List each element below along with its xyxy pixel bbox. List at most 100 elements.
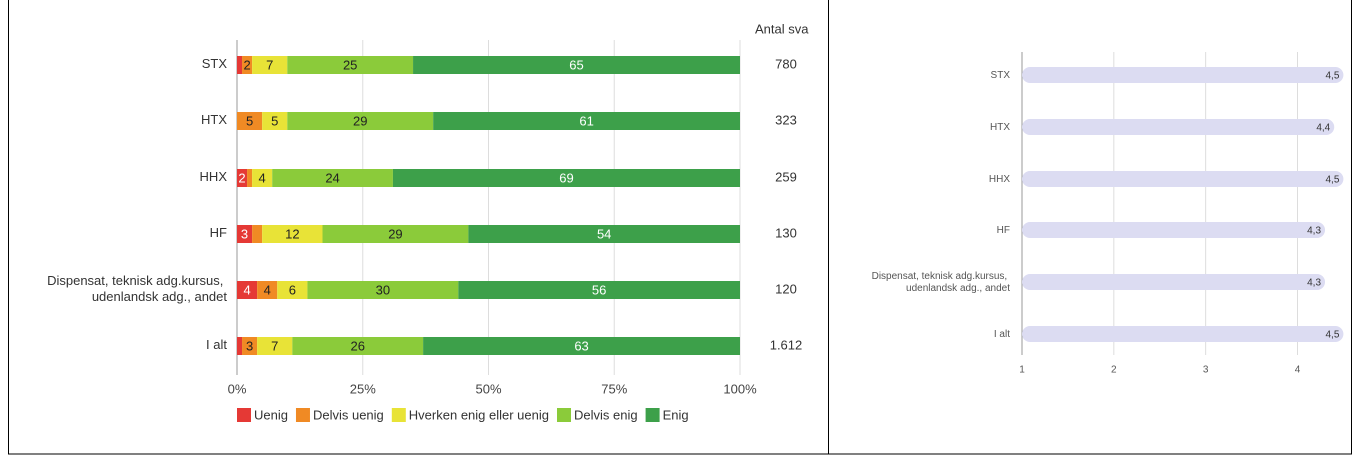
bar-segment: [292, 337, 424, 355]
y-tick-label: Dispensat, teknisk adg.kursus, udenlands…: [47, 273, 227, 304]
y-tick-label: STX: [202, 56, 228, 71]
data-label: 4,5: [1326, 71, 1340, 82]
data-label: 7: [266, 57, 273, 72]
data-label: 4: [243, 282, 250, 297]
y-tick-label: HF: [210, 225, 227, 240]
bar: [1022, 274, 1326, 290]
bar-segment: [237, 281, 258, 299]
data-label: 26: [350, 338, 364, 353]
bar-segment: [257, 337, 293, 355]
data-label: 4,5: [1326, 330, 1340, 341]
data-label: 25: [343, 57, 357, 72]
count-value: 1.612: [770, 337, 803, 352]
count-value: 130: [775, 225, 797, 240]
bar-segment: [413, 56, 740, 74]
bar: [1022, 326, 1344, 342]
legend-label: Delvis enig: [574, 407, 638, 422]
bar-segment: [242, 337, 258, 355]
bar-segment: [237, 112, 263, 130]
legend-label: Enig: [663, 407, 689, 422]
bar-segment: [257, 281, 278, 299]
legend-swatch: [645, 408, 660, 422]
bar-segment: [392, 169, 740, 187]
bar-segment: [468, 225, 740, 243]
count-value: 120: [775, 281, 797, 296]
count-value: 780: [775, 56, 797, 71]
x-tick-label: 0%: [228, 381, 247, 396]
x-tick-label: 3: [1203, 365, 1209, 376]
y-tick-label: HHX: [200, 169, 228, 184]
bar-segment: [287, 112, 434, 130]
data-label: 3: [241, 226, 248, 241]
bar-segment: [252, 56, 288, 74]
count-value: 323: [775, 112, 797, 127]
bar-segment: [252, 169, 273, 187]
x-tick-label: 100%: [723, 381, 757, 396]
data-label: 4,5: [1326, 175, 1340, 186]
x-tick-label: 1: [1019, 365, 1025, 376]
y-tick-label: STX: [991, 70, 1011, 81]
x-tick-label: 2: [1111, 365, 1117, 376]
data-label: 69: [559, 170, 573, 185]
data-label: 5: [271, 113, 278, 128]
bar-segment: [237, 169, 248, 187]
data-label: 65: [569, 57, 583, 72]
legend-swatch: [557, 408, 571, 422]
bar: [1022, 222, 1326, 238]
data-label: 24: [325, 170, 339, 185]
legend-swatch: [237, 408, 251, 422]
legend-swatch: [391, 408, 406, 422]
data-label: 29: [353, 113, 367, 128]
data-label: 4,4: [1316, 123, 1330, 134]
bar-segment: [307, 281, 459, 299]
y-tick-label: HTX: [201, 112, 227, 127]
data-label: 61: [579, 113, 593, 128]
data-label: 4: [259, 170, 266, 185]
y-tick-label: I alt: [206, 337, 227, 352]
data-label: 12: [285, 226, 299, 241]
data-label: 3: [246, 338, 253, 353]
bar-segment: [277, 281, 308, 299]
bar-segment: [322, 225, 469, 243]
count-header: Antal sva: [755, 21, 809, 36]
data-label: 56: [592, 282, 606, 297]
bar-segment: [458, 281, 740, 299]
y-tick-label: HHX: [989, 174, 1010, 185]
bar-segment: [287, 56, 414, 74]
y-tick-label: HTX: [990, 122, 1010, 133]
bar-segment: [242, 56, 253, 74]
data-label: 2: [243, 57, 250, 72]
data-label: 7: [271, 338, 278, 353]
bar-segment: [272, 169, 393, 187]
data-label: 2: [238, 170, 245, 185]
data-label: 6: [289, 282, 296, 297]
y-tick-label: HF: [997, 225, 1010, 236]
x-tick-label: 25%: [350, 381, 376, 396]
x-tick-label: 75%: [601, 381, 627, 396]
data-label: 5: [246, 113, 253, 128]
bar-segment: [237, 337, 243, 355]
bar-segment: [433, 112, 740, 130]
bar: [1022, 119, 1335, 135]
bar-segment: [262, 225, 323, 243]
legend-label: Hverken enig eller uenig: [409, 407, 549, 422]
y-tick-label: I alt: [994, 329, 1010, 340]
legend-label: Delvis uenig: [313, 407, 384, 422]
bar-segment: [237, 225, 253, 243]
right-panel: [828, 0, 1352, 455]
bar-segment: [237, 56, 243, 74]
data-label: 54: [597, 226, 611, 241]
bar: [1022, 171, 1344, 187]
legend-label: Uenig: [254, 407, 288, 422]
data-label: 4,3: [1307, 226, 1321, 237]
data-label: 4: [264, 282, 271, 297]
data-label: 4,3: [1307, 278, 1321, 289]
legend-swatch: [295, 408, 310, 422]
bar-segment: [252, 225, 263, 243]
x-tick-label: 50%: [475, 381, 501, 396]
bar-segment: [247, 169, 253, 187]
data-label: 30: [376, 282, 390, 297]
data-label: 29: [388, 226, 402, 241]
bar-segment: [262, 112, 288, 130]
